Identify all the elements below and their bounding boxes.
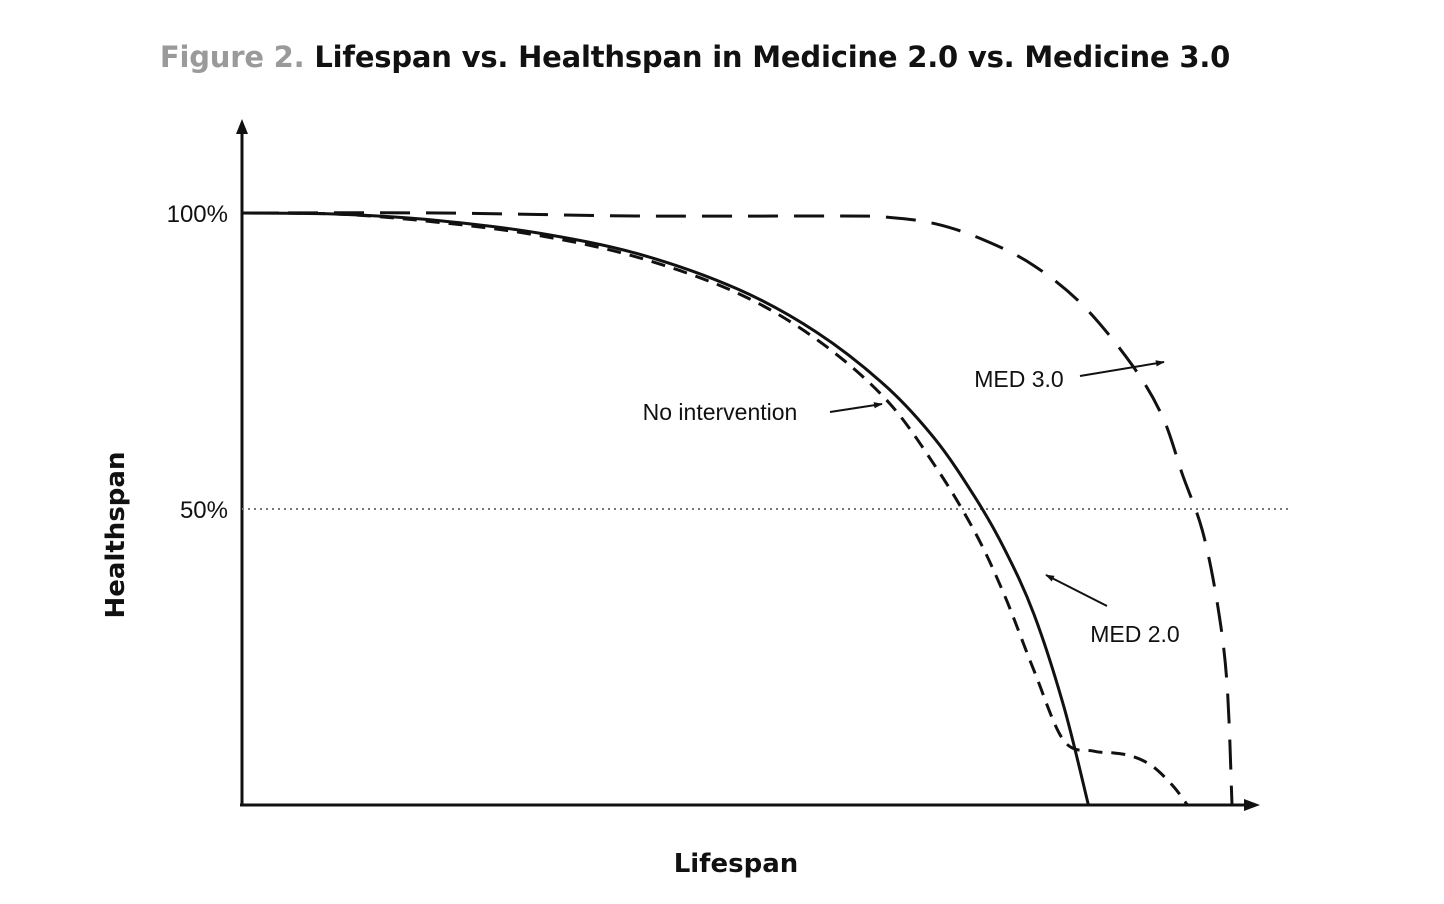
x-axis-arrow bbox=[1244, 799, 1260, 811]
figure-title: Figure 2. Lifespan vs. Healthspan in Med… bbox=[0, 40, 1390, 74]
figure-label: Figure 2. bbox=[159, 40, 305, 74]
series-line-med-2-0 bbox=[241, 211, 1189, 806]
y-axis-arrow bbox=[236, 119, 248, 134]
axes bbox=[236, 119, 1260, 811]
series-line-med-3-0 bbox=[241, 211, 1234, 806]
annotation-label-med-2: MED 2.0 bbox=[1090, 621, 1179, 647]
figure-title-text: Lifespan vs. Healthspan in Medicine 2.0 … bbox=[314, 40, 1231, 74]
annotation-arrow-no-intervention bbox=[829, 402, 883, 413]
y-tick-label-1: 50% bbox=[180, 497, 228, 524]
annotations: No intervention MED 3.0 MED 2.0 bbox=[643, 360, 1180, 647]
annotation-label-no-intervention: No intervention bbox=[643, 399, 798, 425]
y-tick-label-0: 100% bbox=[167, 201, 228, 228]
y-axis-label: Healthspan bbox=[101, 452, 131, 619]
annotation-arrow-med-2 bbox=[1045, 574, 1108, 607]
series-line-no-intervention bbox=[241, 211, 1090, 806]
y-ticks: 100% 50% bbox=[167, 201, 228, 524]
annotation-arrow-med-3 bbox=[1079, 360, 1165, 377]
annotation-label-med-3: MED 3.0 bbox=[974, 366, 1063, 392]
series-lines bbox=[241, 211, 1234, 806]
x-axis-label: Lifespan bbox=[674, 849, 799, 879]
